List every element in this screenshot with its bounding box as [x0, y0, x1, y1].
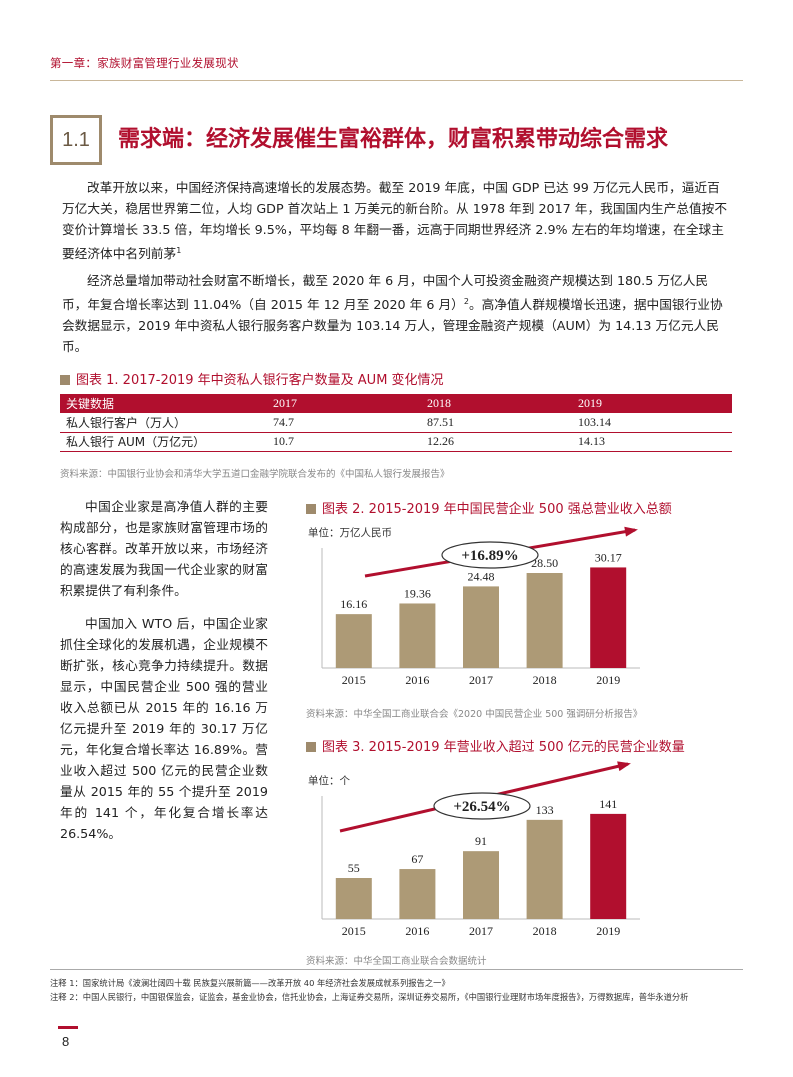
section-title: 需求端：经济发展催生富裕群体，财富积累带动综合需求 [118, 127, 669, 152]
bar [335, 614, 372, 668]
chart3-caption-text: 图表 3. 2015-2019 年营业收入超过 500 亿元的民营企业数量 [322, 740, 685, 755]
table-cell: 74.7 [267, 413, 421, 433]
bar [399, 869, 436, 919]
private-bank-table: 关键数据 2017 2018 2019 私人银行客户（万人） 74.7 87.5… [60, 394, 732, 452]
x-tick-label: 2015 [342, 924, 366, 938]
footnotes: 注释 1：国家统计局《波澜壮阔四十载 民族复兴展新篇——改革开放 40 年经济社… [50, 976, 750, 1004]
bar-value-label: 133 [536, 803, 554, 817]
section-number-box: 1.1 [50, 115, 102, 165]
x-tick-label: 2019 [596, 673, 620, 687]
chart3-source: 资料来源：中华全国工商业联合会数据统计 [306, 956, 487, 967]
table-cell: 私人银行客户（万人） [60, 413, 267, 433]
x-tick-label: 2016 [405, 924, 429, 938]
x-tick-label: 2019 [596, 924, 620, 938]
chart3-count-bar-chart: 单位：个 55 2015 67 2016 91 2017 133 2018 141 2019 +26.… [308, 761, 640, 938]
table-cell: 12.26 [421, 432, 572, 452]
bar [526, 819, 563, 919]
bar [335, 878, 372, 919]
side-paragraph-1: 中国企业家是高净值人群的主要构成部分，也是家族财富管理市场的核心客群。改革开放以… [60, 499, 268, 598]
table-header-row: 关键数据 2017 2018 2019 [60, 394, 732, 413]
bar [399, 603, 436, 668]
chart2-source: 资料来源：中华全国工商业联合会《2020 中国民营企业 500 强调研分析报告》 [306, 709, 643, 720]
bar [463, 586, 499, 668]
paragraph-2: 经济总量增加带动社会财富不断增长，截至 2020 年 6 月，中国个人可投资金融… [62, 270, 732, 357]
bar-value-label: 55 [348, 861, 360, 875]
growth-rate-ellipse [441, 541, 539, 569]
footnote-divider [50, 969, 743, 970]
table-header-cell: 2018 [421, 394, 572, 413]
chart2-caption-text: 图表 2. 2015-2019 年中国民营企业 500 强总营业收入总额 [322, 502, 672, 517]
caption-square-icon [60, 375, 70, 385]
table-header-cell: 关键数据 [60, 394, 267, 413]
table-header-cell: 2017 [267, 394, 421, 413]
bar [526, 573, 563, 668]
bar-value-label: 16.16 [340, 597, 367, 611]
footnote-ref-2: 2 [463, 297, 469, 306]
page-number: 8 [62, 1034, 70, 1049]
chart-unit-label: 单位：个 [308, 774, 350, 787]
bar-value-label: 28.50 [531, 556, 558, 570]
side-paragraph-2: 中国加入 WTO 后，中国企业家抓住全球化的发展机遇，企业规模不断扩张，核心竞争… [60, 616, 268, 841]
x-tick-label: 2016 [405, 673, 429, 687]
bar-value-label: 67 [411, 852, 423, 866]
chart3-caption: 图表 3. 2015-2019 年营业收入超过 500 亿元的民营企业数量 [306, 736, 685, 755]
table-header-cell: 2019 [572, 394, 732, 413]
bar-value-label: 91 [475, 834, 487, 848]
bar-value-label: 24.48 [468, 569, 495, 583]
x-tick-label: 2017 [469, 924, 493, 938]
header-divider [50, 80, 743, 81]
table-cell: 14.13 [572, 432, 732, 452]
caption-square-icon [306, 742, 316, 752]
footnote-ref-1: 1 [176, 246, 182, 255]
table-cell: 10.7 [267, 432, 421, 452]
footnote-1: 注释 1：国家统计局《波澜壮阔四十载 民族复兴展新篇——改革开放 40 年经济社… [50, 978, 450, 988]
growth-arrow-head-icon [624, 526, 638, 537]
section-number: 1.1 [62, 128, 90, 151]
table-cell: 87.51 [421, 413, 572, 433]
paragraph-2a-text: 经济总量增加带动社会财富不断增长，截至 2020 年 6 月，中国个人可投资金融… [62, 273, 709, 313]
bar [463, 851, 499, 919]
paragraph-1: 改革开放以来，中国经济保持高速增长的发展态势。截至 2019 年底，中国 GDP… [62, 177, 732, 264]
x-tick-label: 2018 [533, 924, 557, 938]
bar [590, 567, 627, 668]
growth-arrow-head-icon [617, 761, 631, 772]
chart2-caption: 图表 2. 2015-2019 年中国民营企业 500 强总营业收入总额 [306, 498, 672, 517]
growth-rate-label: +16.89% [461, 548, 518, 564]
page-number-accent [58, 1026, 78, 1029]
table-cell: 103.14 [572, 413, 732, 433]
table1-caption: 图表 1. 2017-2019 年中资私人银行客户数量及 AUM 变化情况 [60, 369, 444, 388]
growth-rate-label: +26.54% [453, 799, 510, 815]
chapter-header: 第一章：家族财富管理行业发展现状 [50, 56, 239, 70]
bar-value-label: 30.17 [595, 550, 622, 564]
bar [590, 813, 627, 919]
caption-square-icon [306, 504, 316, 514]
chart2-revenue-bar-chart: 单位：万亿人民币 16.16 2015 19.36 2016 24.48 2017 28.50… [308, 526, 640, 687]
x-tick-label: 2015 [342, 673, 366, 687]
table-row: 私人银行 AUM（万亿元） 10.7 12.26 14.13 [60, 432, 732, 452]
paragraph-2b-text: 。高净值人群规模增长迅速，据中国银行业协会数据显示，2019 年中资私人银行服务… [62, 297, 723, 355]
chart-unit-label: 单位：万亿人民币 [308, 526, 392, 539]
table-row: 私人银行客户（万人） 74.7 87.51 103.14 [60, 413, 732, 433]
table-cell: 私人银行 AUM（万亿元） [60, 432, 267, 452]
x-tick-label: 2018 [533, 673, 557, 687]
table1-caption-text: 图表 1. 2017-2019 年中资私人银行客户数量及 AUM 变化情况 [76, 373, 444, 388]
bar-value-label: 19.36 [404, 586, 431, 600]
table1-source: 资料来源：中国银行业协会和清华大学五道口金融学院联合发布的《中国私人银行发展报告… [60, 469, 450, 480]
paragraph-1-text: 改革开放以来，中国经济保持高速增长的发展态势。截至 2019 年底，中国 GDP… [62, 180, 728, 262]
x-tick-label: 2017 [469, 673, 493, 687]
growth-rate-ellipse [433, 792, 531, 820]
footnote-2: 注释 2：中国人民银行，中国银保监会，证监会，基金业协会，信托业协会，上海证券交… [50, 992, 689, 1002]
bar-value-label: 141 [599, 797, 617, 811]
